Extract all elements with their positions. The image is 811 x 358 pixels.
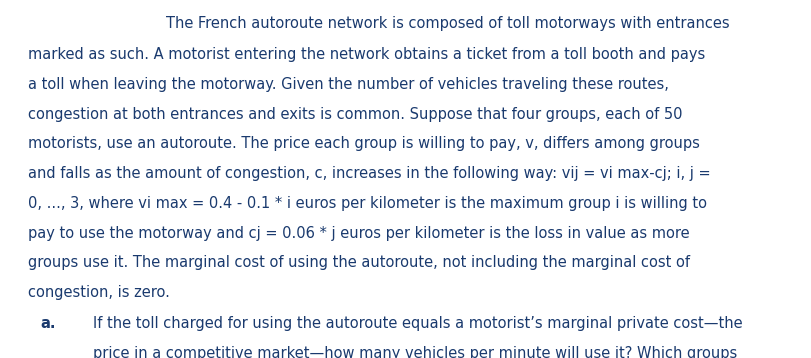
Text: congestion, is zero.: congestion, is zero. [28,285,170,300]
Text: If the toll charged for using the autoroute equals a motorist’s marginal private: If the toll charged for using the autoro… [93,316,742,332]
Text: and falls as the amount of congestion, c, increases in the following way: vij = : and falls as the amount of congestion, c… [28,166,710,181]
Text: pay to use the motorway and cj = 0.06 * j euros per kilometer is the loss in val: pay to use the motorway and cj = 0.06 * … [28,226,689,241]
Text: motorists, use an autoroute. The price each group is willing to pay, v, differs : motorists, use an autoroute. The price e… [28,136,699,151]
Text: The French autoroute network is composed of toll motorways with entrances: The French autoroute network is composed… [166,16,729,31]
Text: marked as such. A motorist entering the network obtains a ticket from a toll boo: marked as such. A motorist entering the … [28,47,705,62]
Text: 0, ..., 3, where vi max = 0.4 - 0.1 * i euros per kilometer is the maximum group: 0, ..., 3, where vi max = 0.4 - 0.1 * i … [28,196,706,211]
Text: a.: a. [41,316,56,332]
Text: groups use it. The marginal cost of using the autoroute, not including the margi: groups use it. The marginal cost of usin… [28,255,689,270]
Text: a toll when leaving the motorway. Given the number of vehicles traveling these r: a toll when leaving the motorway. Given … [28,77,668,92]
Text: congestion at both entrances and exits is common. Suppose that four groups, each: congestion at both entrances and exits i… [28,107,682,122]
Text: price in a competitive market—how many vehicles per minute will use it? Which gr: price in a competitive market—how many v… [93,346,736,358]
